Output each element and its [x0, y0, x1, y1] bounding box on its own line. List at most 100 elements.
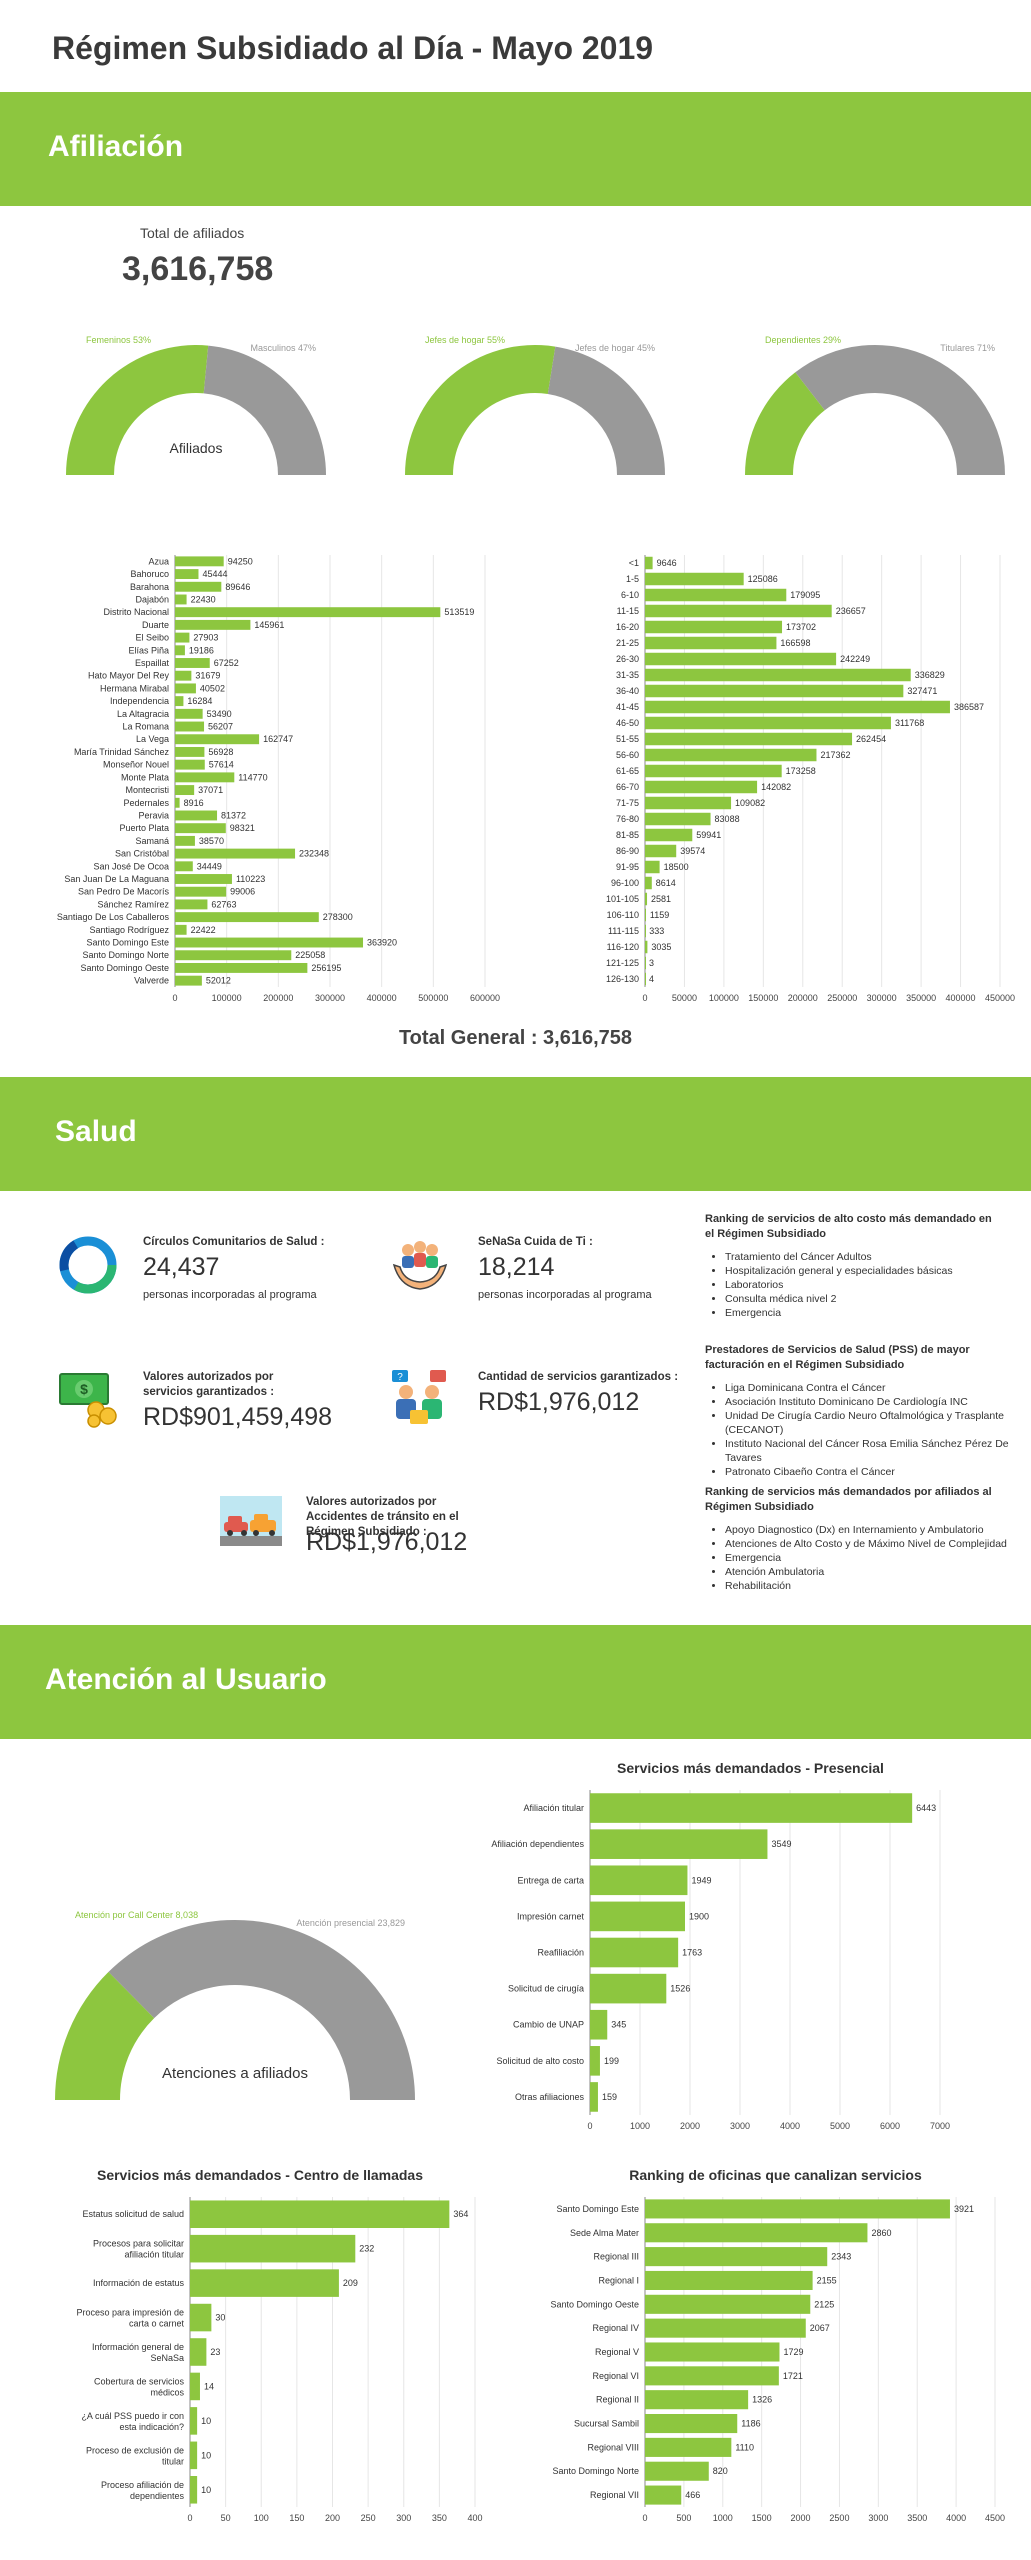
- category-label: Bahoruco: [130, 569, 169, 579]
- value-label: 39574: [680, 846, 705, 856]
- tick-label: 3500: [907, 2513, 927, 2523]
- category-label: 61-65: [616, 766, 639, 776]
- value-label: 19186: [189, 645, 214, 655]
- ranking-pss: Prestadores de Servicios de Salud (PSS) …: [705, 1343, 1031, 1479]
- gauge-right-label: Jefes de hogar 45%: [575, 343, 655, 353]
- kpi-value-circulos: 24,437: [143, 1253, 220, 1281]
- category-label: Otras afiliaciones: [515, 2092, 585, 2102]
- section-band-atencion: Atención al Usuario: [0, 1625, 1031, 1739]
- bar: [645, 556, 653, 570]
- tick-label: 0: [187, 2513, 192, 2523]
- bar: [645, 844, 677, 858]
- value-label: 62763: [211, 899, 236, 909]
- gauge-green-segment: [66, 345, 209, 475]
- bar: [175, 924, 187, 935]
- value-label: 1526: [670, 1984, 690, 1994]
- category-label: Santo Domingo Este: [556, 2204, 639, 2214]
- gauge-left-label: Atención por Call Center 8,038: [75, 1910, 198, 1920]
- gauge-atenciones: Atención por Call Center 8,038 Atención p…: [55, 1910, 415, 2100]
- category-label: 41-45: [616, 702, 639, 712]
- bar: [175, 962, 308, 973]
- value-label: 3035: [651, 942, 671, 952]
- category-label: Elías Piña: [128, 645, 169, 655]
- category-label: dependientes: [130, 2491, 185, 2501]
- value-label: 256195: [311, 963, 341, 973]
- team-chat-icon: ?: [390, 1368, 450, 1428]
- category-label: 81-85: [616, 830, 639, 840]
- tick-label: 400: [467, 2513, 482, 2523]
- tick-label: 2500: [829, 2513, 849, 2523]
- value-label: 10: [201, 2485, 211, 2495]
- value-label: 1949: [691, 1875, 711, 1885]
- value-label: 98321: [230, 823, 255, 833]
- ranking-item: Consulta médica nivel 2: [725, 1292, 1031, 1306]
- bar: [175, 708, 203, 719]
- category-label: 91-95: [616, 862, 639, 872]
- value-label: 10: [201, 2450, 211, 2460]
- gauge-gray-segment: [795, 345, 1005, 475]
- category-label: Regional V: [595, 2347, 639, 2357]
- bar: [190, 2269, 339, 2297]
- bar: [190, 2303, 212, 2332]
- bar: [175, 950, 292, 961]
- bar: [645, 2485, 682, 2505]
- category-label: Afiliación dependientes: [491, 1839, 584, 1849]
- category-label: 101-105: [606, 894, 639, 904]
- tick-label: 350: [432, 2513, 447, 2523]
- category-label: Información de estatus: [93, 2278, 185, 2288]
- category-label: Distrito Nacional: [103, 607, 169, 617]
- value-label: 2067: [810, 2323, 830, 2333]
- bar: [645, 604, 832, 618]
- bar: [190, 2441, 198, 2470]
- bar: [175, 556, 224, 567]
- ranking-item: Asociación Instituto Dominicano De Cardi…: [725, 1395, 1031, 1409]
- value-label: 22430: [191, 594, 216, 604]
- category-label: Monseñor Nouel: [103, 760, 169, 770]
- value-label: 114770: [238, 772, 267, 782]
- value-label: 23: [210, 2347, 220, 2357]
- tick-label: 4000: [946, 2513, 966, 2523]
- category-label: SeNaSa: [150, 2353, 184, 2363]
- bar: [645, 860, 660, 874]
- kpi-sub-circulos: personas incorporadas al programa: [143, 1289, 317, 1301]
- category-label: 86-90: [616, 846, 639, 856]
- bar: [175, 746, 205, 757]
- category-label: 71-75: [616, 798, 639, 808]
- kpi-label-valores-servicios: Valores autorizados por servicios garant…: [143, 1371, 275, 1398]
- value-label: 225058: [295, 950, 325, 960]
- value-label: 40502: [200, 683, 225, 693]
- gauge-center-label: Afiliados: [170, 440, 223, 456]
- tick-label: 0: [642, 993, 647, 1003]
- gauge-gray-segment: [203, 345, 326, 475]
- value-label: 333: [649, 926, 664, 936]
- category-label: Santiago De Los Caballeros: [57, 912, 170, 922]
- category-label: 76-80: [616, 814, 639, 824]
- value-label: 10: [201, 2416, 211, 2426]
- bar: [175, 823, 226, 834]
- section-title-salud: Salud: [55, 1115, 137, 1148]
- tick-label: 4000: [780, 2121, 800, 2131]
- category-label: Montecristi: [125, 785, 169, 795]
- value-label: 8916: [184, 798, 204, 808]
- bar: [175, 835, 195, 846]
- category-label: <1: [629, 558, 639, 568]
- tick-label: 6000: [880, 2121, 900, 2131]
- bar: [190, 2234, 356, 2263]
- kpi-value-senasa-cuida: 18,214: [478, 1253, 555, 1281]
- category-label: Pedernales: [123, 798, 169, 808]
- bar: [645, 2294, 811, 2314]
- value-label: 59941: [696, 830, 721, 840]
- tick-label: 2000: [791, 2513, 811, 2523]
- bar: [645, 764, 782, 778]
- kpi-label-cantidad-servicios: Cantidad de servicios garantizados :: [478, 1371, 679, 1383]
- value-label: 179095: [790, 590, 820, 600]
- category-label: 56-60: [616, 750, 639, 760]
- bar: [175, 975, 202, 986]
- bar: [645, 2223, 868, 2243]
- section-band-afiliacion: Afiliación: [0, 92, 1031, 206]
- chart-edades: 0 50000 100000 150000 200000 250000 300000 3500…: [606, 555, 1015, 1003]
- tick-label: 250000: [827, 993, 857, 1003]
- tick-label: 0: [172, 993, 177, 1003]
- money-coins-icon: $: [58, 1368, 118, 1428]
- bar: [175, 569, 199, 580]
